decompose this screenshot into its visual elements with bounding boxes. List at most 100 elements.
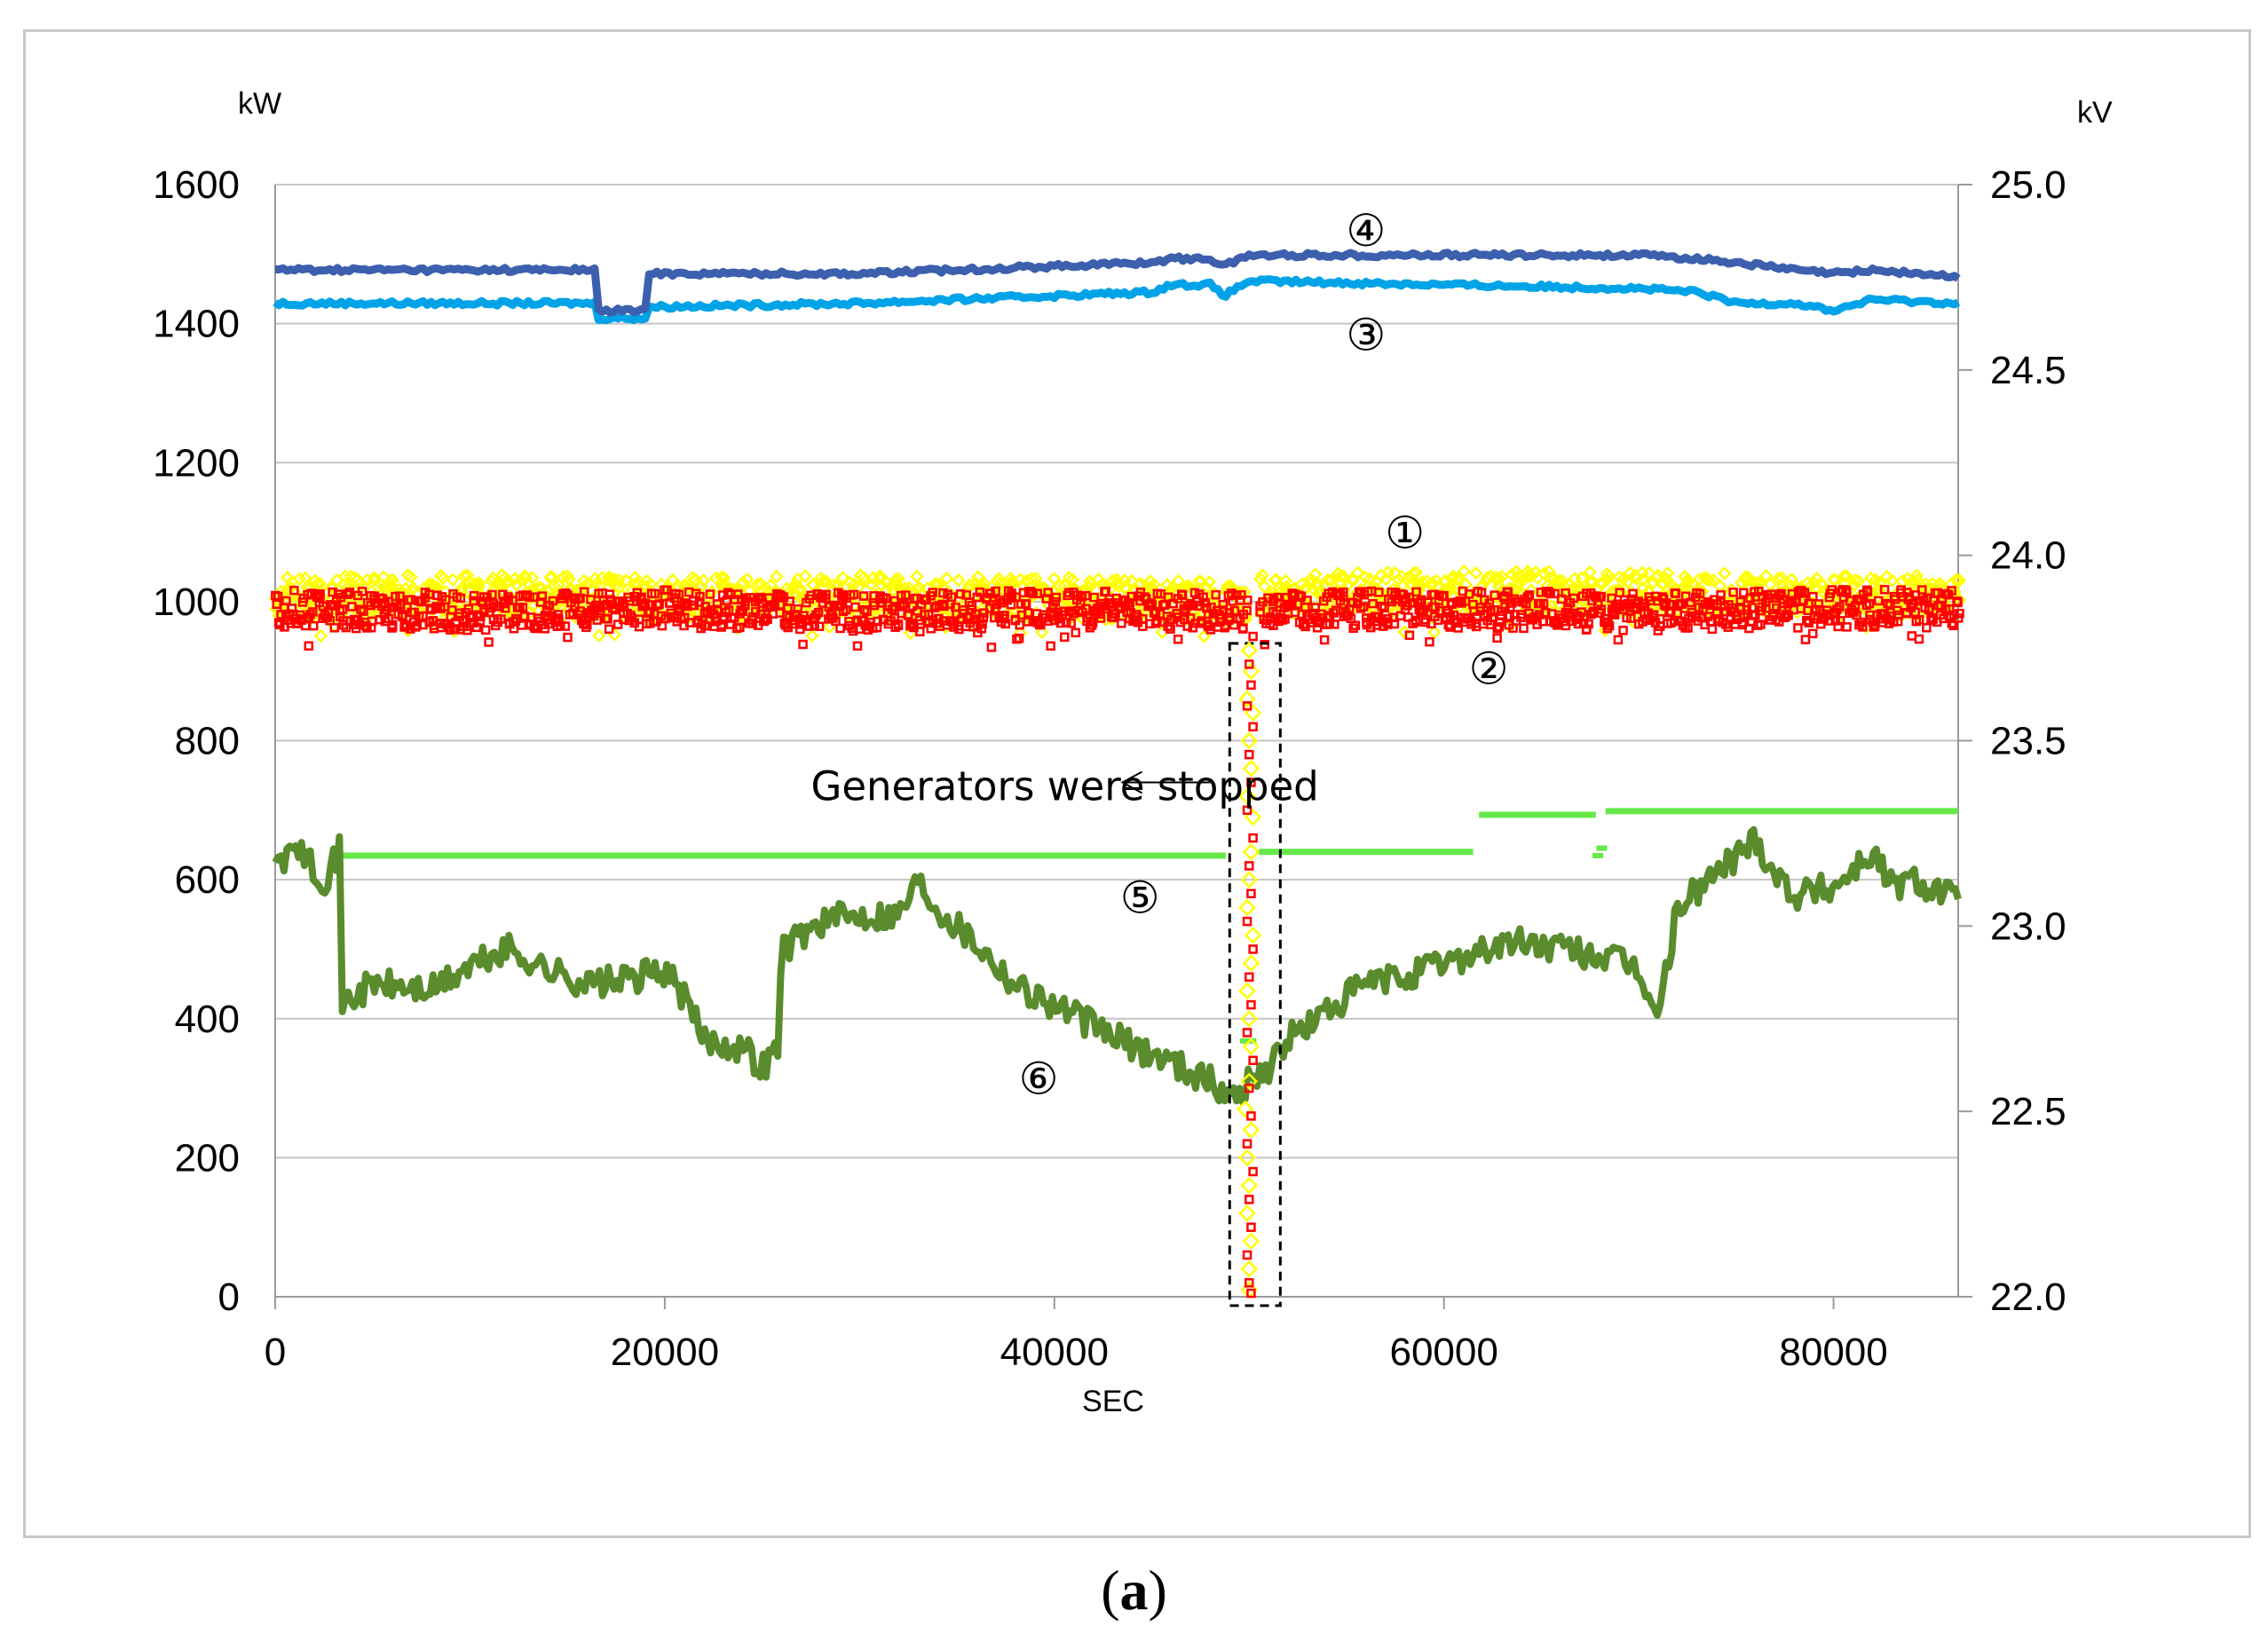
series-2-point xyxy=(1842,588,1852,597)
x-tick-label: 20000 xyxy=(611,1330,719,1374)
series-2-point xyxy=(487,589,497,600)
series-1-point xyxy=(1197,629,1212,643)
event-yellow-point xyxy=(1242,1232,1260,1251)
series-2-point xyxy=(1181,606,1190,616)
series-1-point xyxy=(1171,573,1186,588)
series-1-point xyxy=(1909,568,1924,583)
series-1-point xyxy=(1192,573,1206,588)
series-1-point xyxy=(1529,564,1543,580)
series-1-point xyxy=(1125,573,1139,588)
series-2-point xyxy=(1032,588,1042,598)
series-1-point xyxy=(1784,572,1799,587)
series-1-point xyxy=(1311,587,1326,602)
left-tick-label: 800 xyxy=(175,720,240,763)
series-1-point xyxy=(547,578,561,593)
event-yellow-point xyxy=(1242,1121,1260,1139)
series-2-point xyxy=(1420,617,1430,628)
series-2-point xyxy=(1023,608,1033,618)
series-2-point xyxy=(1237,589,1246,600)
series-2-point xyxy=(518,603,528,612)
series-1-point xyxy=(383,573,398,588)
series-2-point xyxy=(1310,603,1320,612)
series-2-point xyxy=(612,620,623,629)
x-axis-label: SEC xyxy=(1082,1385,1144,1418)
series-2-point xyxy=(1000,611,1009,620)
series-1-point xyxy=(1949,572,1964,587)
series-2-point xyxy=(926,624,936,634)
event-yellow-point xyxy=(1244,704,1262,722)
series-2-point xyxy=(1862,587,1873,597)
series-2-point xyxy=(500,604,510,613)
series-2-point xyxy=(387,620,398,630)
left-tick-label: 200 xyxy=(175,1136,240,1180)
series-1-point xyxy=(910,569,924,584)
series-2-point xyxy=(1577,607,1586,617)
series-2-point xyxy=(1379,603,1389,613)
series-2-point xyxy=(1503,588,1513,597)
x-tick-label: 40000 xyxy=(1000,1330,1109,1374)
right-tick-label: 22.0 xyxy=(1990,1275,2066,1319)
series-2-point xyxy=(469,590,479,601)
series-1-point xyxy=(502,573,516,588)
series-2-point xyxy=(1023,617,1032,627)
series-1-point xyxy=(1053,579,1067,593)
event-yellow-point xyxy=(1238,898,1256,917)
series-1-point xyxy=(952,572,966,588)
series-2-point xyxy=(841,604,851,615)
series-1-point xyxy=(471,575,486,590)
series-2-point xyxy=(1907,631,1916,641)
series-2-point xyxy=(1947,586,1956,596)
series-5-point xyxy=(1596,845,1608,851)
series-1-point xyxy=(1035,625,1049,640)
series-2-point xyxy=(1596,591,1606,602)
series-2-point xyxy=(662,585,672,596)
event-yellow-point xyxy=(1240,1009,1258,1028)
series-1-point xyxy=(1600,572,1614,588)
series-1-point xyxy=(1144,580,1159,595)
series-2-point xyxy=(967,600,977,611)
series-1-point xyxy=(736,575,750,589)
series-3-line xyxy=(273,275,1961,325)
series-2-point xyxy=(915,619,926,629)
series-2-point xyxy=(1618,625,1628,636)
series-2-point xyxy=(852,641,863,651)
series-2-point xyxy=(955,589,966,599)
event-red-point xyxy=(1246,778,1256,787)
series-1-point xyxy=(1024,572,1039,586)
series-2-point xyxy=(793,604,803,614)
series-2-point xyxy=(1783,611,1793,620)
series-1-point xyxy=(1543,571,1558,586)
left-tick-label: 400 xyxy=(175,998,240,1041)
series-1-point xyxy=(436,571,451,586)
series-2-point xyxy=(1055,618,1066,628)
series-1-point xyxy=(1255,568,1269,582)
series-2-point xyxy=(1716,590,1726,600)
series-2-point xyxy=(1445,622,1455,632)
series-2-point xyxy=(1655,614,1665,624)
series-2-point xyxy=(329,623,340,633)
event-red-point xyxy=(1248,833,1258,843)
series-2-point xyxy=(308,607,318,617)
series-2-point xyxy=(713,604,723,614)
series-1-point xyxy=(739,572,755,587)
event-red-point xyxy=(1242,1028,1253,1038)
right-tick-label: 23.0 xyxy=(1990,904,2066,948)
series-2-point xyxy=(1739,588,1749,598)
series-2-point xyxy=(556,620,565,631)
event-yellow-point xyxy=(1242,954,1260,972)
event-red-point xyxy=(1248,1055,1258,1065)
series-2-point xyxy=(553,610,564,620)
series-2-point xyxy=(1302,596,1312,605)
series-2-point xyxy=(397,611,407,620)
series-1-point xyxy=(1872,576,1887,590)
series-2-point xyxy=(480,625,491,636)
series-2-point xyxy=(1492,633,1502,643)
series-1-point xyxy=(962,578,977,592)
event-yellow-point xyxy=(1240,1072,1258,1090)
series-2-point xyxy=(695,591,705,602)
series-2-point xyxy=(1756,620,1766,629)
series-2-point xyxy=(1089,592,1099,603)
series-2-point xyxy=(1319,635,1330,645)
series-2-point xyxy=(1242,605,1252,616)
series-2-point xyxy=(1163,592,1174,603)
